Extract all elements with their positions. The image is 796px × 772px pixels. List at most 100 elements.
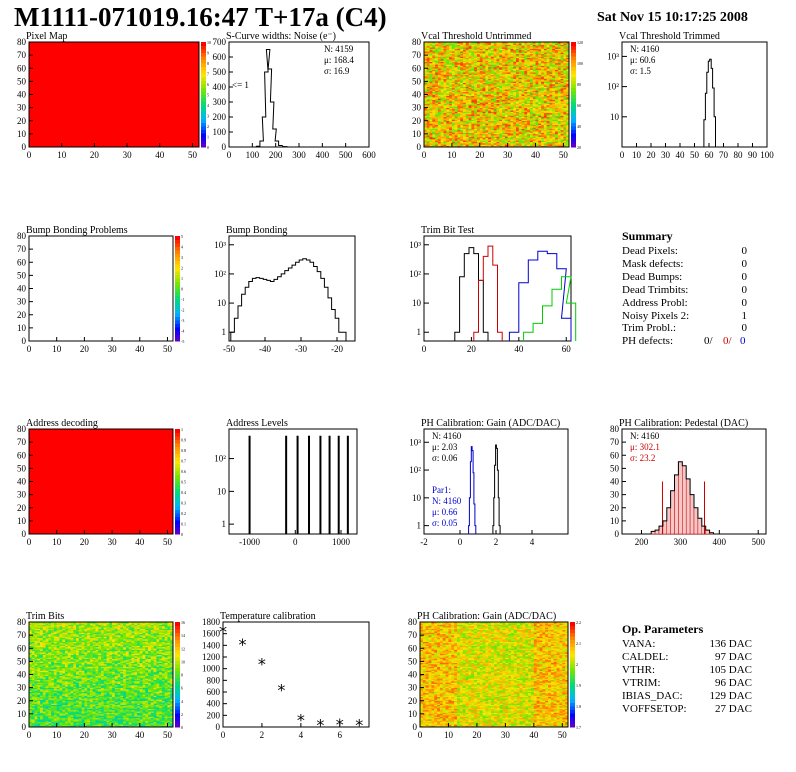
heatmap-cell — [432, 128, 436, 131]
heatmap-cell — [424, 137, 428, 140]
heatmap-cell — [426, 123, 430, 125]
heatmap-cell — [493, 80, 497, 82]
heatmap-cell — [440, 124, 444, 127]
heatmap-cell — [496, 137, 500, 140]
heatmap-cell — [482, 80, 486, 82]
heatmap-cell — [529, 132, 534, 135]
heatmap-cell — [527, 70, 531, 73]
heatmap-cell — [541, 99, 545, 102]
heatmap-cell — [513, 99, 517, 102]
color-scale-segment — [175, 236, 180, 240]
heatmap-cell — [490, 59, 495, 61]
heatmap-cell — [502, 90, 506, 93]
color-scale-segment — [571, 129, 576, 134]
y-tick-label: 50 — [412, 76, 422, 86]
heatmap-cell — [541, 51, 545, 53]
heatmap-cell — [476, 120, 481, 123]
heatmap-cell — [521, 49, 525, 52]
heatmap-cell — [524, 108, 528, 111]
heatmap-cell — [468, 99, 472, 102]
heatmap-cell — [457, 66, 461, 69]
heatmap-cell — [518, 102, 522, 104]
histogram-series — [508, 250, 572, 341]
color-scale-segment — [175, 453, 180, 458]
heatmap-cell — [499, 74, 503, 77]
heatmap-cell — [538, 133, 542, 136]
heatmap-cell — [429, 44, 433, 47]
heatmap-cell — [496, 53, 500, 56]
heatmap-cell — [485, 43, 489, 45]
heatmap-cell — [451, 101, 455, 103]
x-tick-label: 100 — [760, 150, 774, 160]
heatmap-cell — [488, 105, 492, 107]
y-tick-label: 40 — [17, 477, 27, 487]
heatmap-cell — [426, 126, 430, 128]
heatmap-cell — [454, 63, 458, 65]
heatmap-cell — [476, 84, 481, 86]
heatmap-cell — [499, 106, 503, 108]
heatmap-cell — [471, 101, 475, 103]
heatmap-cell — [465, 44, 469, 47]
plot-frame — [28, 235, 174, 342]
heatmap-cell — [524, 84, 528, 86]
heatmap-cell — [449, 137, 453, 140]
heatmap-cell — [429, 110, 433, 112]
heatmap-cell — [543, 140, 547, 143]
color-scale-segment — [175, 467, 180, 472]
chart-title: Vcal Threshold Trimmed — [619, 31, 720, 42]
heatmap-cell — [435, 145, 439, 148]
heatmap-cell — [543, 95, 547, 98]
heatmap-cell — [449, 80, 453, 82]
y-tick-label: 200 — [213, 112, 227, 122]
heatmap-cell — [499, 61, 503, 64]
heatmap-cell — [529, 70, 534, 73]
heatmap-cell — [504, 122, 508, 124]
heatmap-cell — [468, 106, 472, 108]
heatmap-cell — [471, 59, 475, 61]
heatmap-cell — [502, 57, 506, 60]
heatmap-cell — [449, 108, 453, 111]
heatmap-cell — [504, 56, 508, 59]
heatmap-cell — [504, 135, 508, 137]
heatmap-cell — [490, 91, 495, 94]
heatmap-cell — [490, 51, 495, 53]
heatmap-cell — [482, 143, 486, 145]
y-tick-label: 0 — [22, 529, 27, 539]
heatmap-cell — [521, 68, 525, 70]
heatmap-cell — [449, 76, 453, 78]
heatmap-cell — [471, 141, 475, 144]
color-scale-segment — [175, 264, 180, 268]
heatmap-cell — [440, 81, 444, 83]
heatmap-cell — [449, 42, 453, 44]
heatmap-cell — [426, 103, 430, 106]
heatmap-cell — [471, 107, 475, 110]
heatmap-cell — [460, 122, 464, 124]
heatmap-cell — [479, 101, 483, 103]
heatmap-cell — [424, 45, 428, 48]
heatmap-cell — [451, 78, 455, 81]
heatmap-cell — [538, 89, 542, 91]
heatmap-cell — [476, 91, 481, 94]
heatmap-cell — [529, 64, 534, 66]
heatmap-cell — [516, 73, 520, 76]
color-scale-segment — [571, 140, 576, 144]
heatmap-cell — [457, 53, 461, 56]
heatmap-cell — [454, 141, 458, 144]
x-tick-label: 70 — [719, 150, 729, 160]
heatmap-cell — [513, 97, 517, 99]
heatmap-cell — [502, 122, 506, 124]
heatmap-cell — [482, 42, 486, 44]
heatmap-cell — [538, 49, 542, 52]
heatmap-cell — [521, 80, 525, 82]
heatmap-cell — [535, 78, 539, 81]
heatmap-cell — [435, 129, 439, 132]
heatmap-cell — [504, 111, 508, 114]
heatmap-cell — [541, 98, 545, 101]
heatmap-cell — [490, 82, 495, 85]
heatmap-cell — [485, 87, 489, 90]
heatmap-cell — [435, 43, 439, 45]
color-scale-segment — [175, 502, 180, 507]
heatmap-cell — [440, 99, 444, 102]
heatmap-cell — [426, 101, 430, 103]
heatmap-cell — [493, 69, 497, 72]
